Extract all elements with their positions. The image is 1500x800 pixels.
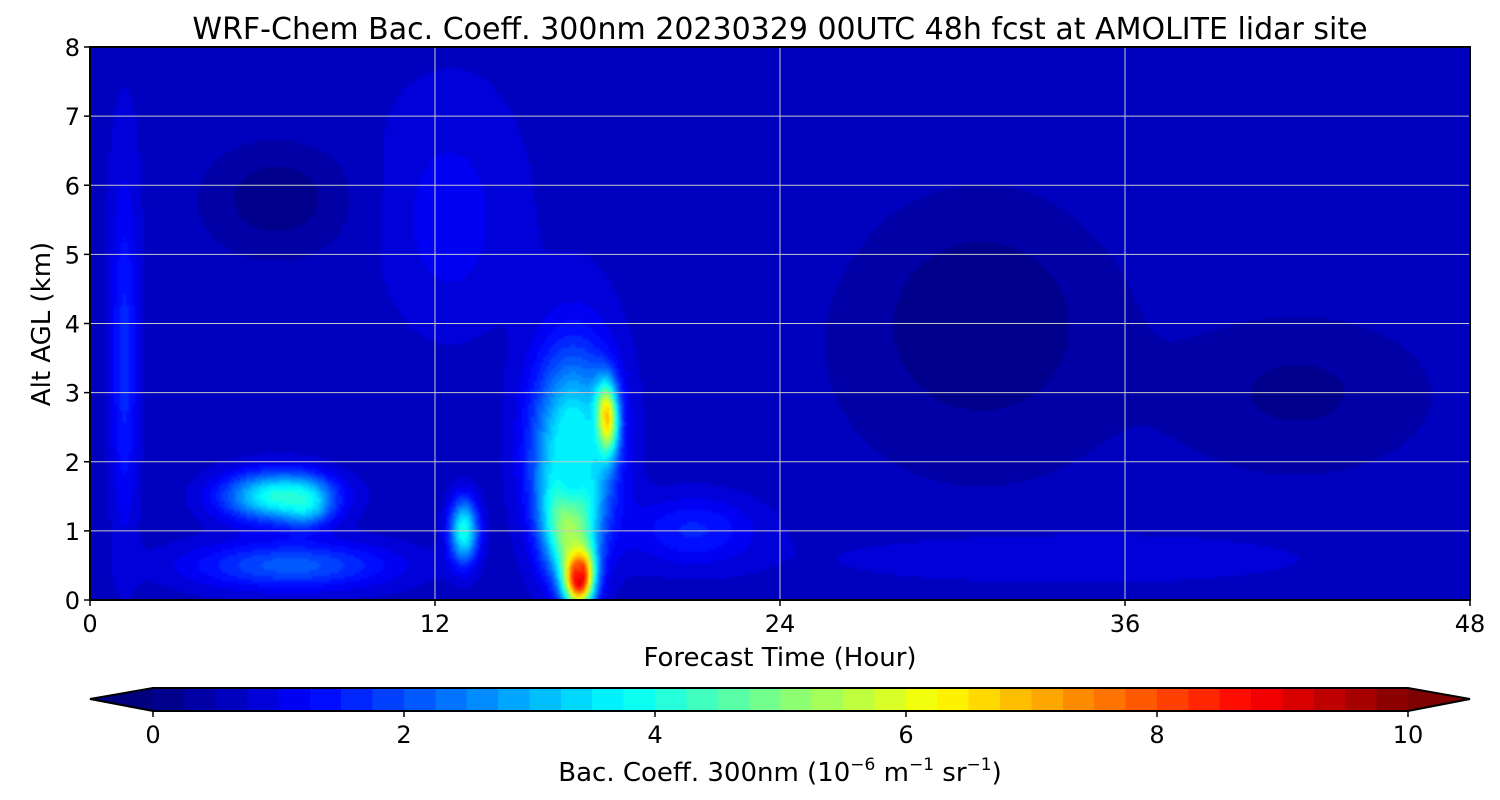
colorbar-scale — [153, 688, 1408, 711]
colorbar-tick-label: 6 — [898, 721, 913, 749]
x-tick-label: 0 — [82, 610, 97, 638]
y-tick-label: 4 — [65, 311, 80, 339]
x-tick-label: 36 — [1110, 610, 1141, 638]
x-tick-label: 12 — [420, 610, 451, 638]
y-tick-label: 7 — [65, 103, 80, 131]
y-tick-label: 2 — [65, 449, 80, 477]
colorbar-tick-label: 10 — [1393, 721, 1424, 749]
y-tick-label: 6 — [65, 172, 80, 200]
y-tick-label: 5 — [65, 241, 80, 269]
y-tick-label: 8 — [65, 34, 80, 62]
x-tick-label: 24 — [765, 610, 796, 638]
x-axis: 0 12 24 36 48 — [82, 600, 1485, 638]
colorbar-over-arrow — [1408, 688, 1470, 711]
x-tick-label: 48 — [1455, 610, 1486, 638]
grid-lines — [90, 47, 1470, 600]
colorbar-under-arrow — [90, 688, 153, 711]
chart-title: WRF-Chem Bac. Coeff. 300nm 20230329 00UT… — [192, 12, 1367, 47]
y-tick-label: 1 — [65, 518, 80, 546]
colorbar-tick-label: 2 — [396, 721, 411, 749]
colorbar-tick-label: 0 — [145, 721, 160, 749]
y-tick-label: 3 — [65, 380, 80, 408]
y-axis: 0 1 2 3 4 5 6 7 8 — [65, 34, 90, 615]
colorbar-tick-label: 8 — [1149, 721, 1164, 749]
colorbar-ticks: 0 2 4 6 8 10 — [145, 711, 1423, 749]
colorbar: 0 2 4 6 8 10 — [89, 687, 1471, 749]
colorbar-tick-label: 4 — [647, 721, 662, 749]
y-axis-label: Alt AGL (km) — [27, 242, 57, 406]
x-axis-label: Forecast Time (Hour) — [643, 643, 916, 673]
y-tick-label: 0 — [65, 587, 80, 615]
colorbar-label: Bac. Coeff. 300nm (10−6 m−1 sr−1) — [558, 755, 1001, 788]
